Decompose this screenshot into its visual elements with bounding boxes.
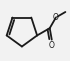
- Text: O: O: [49, 41, 55, 50]
- Text: O: O: [53, 13, 59, 22]
